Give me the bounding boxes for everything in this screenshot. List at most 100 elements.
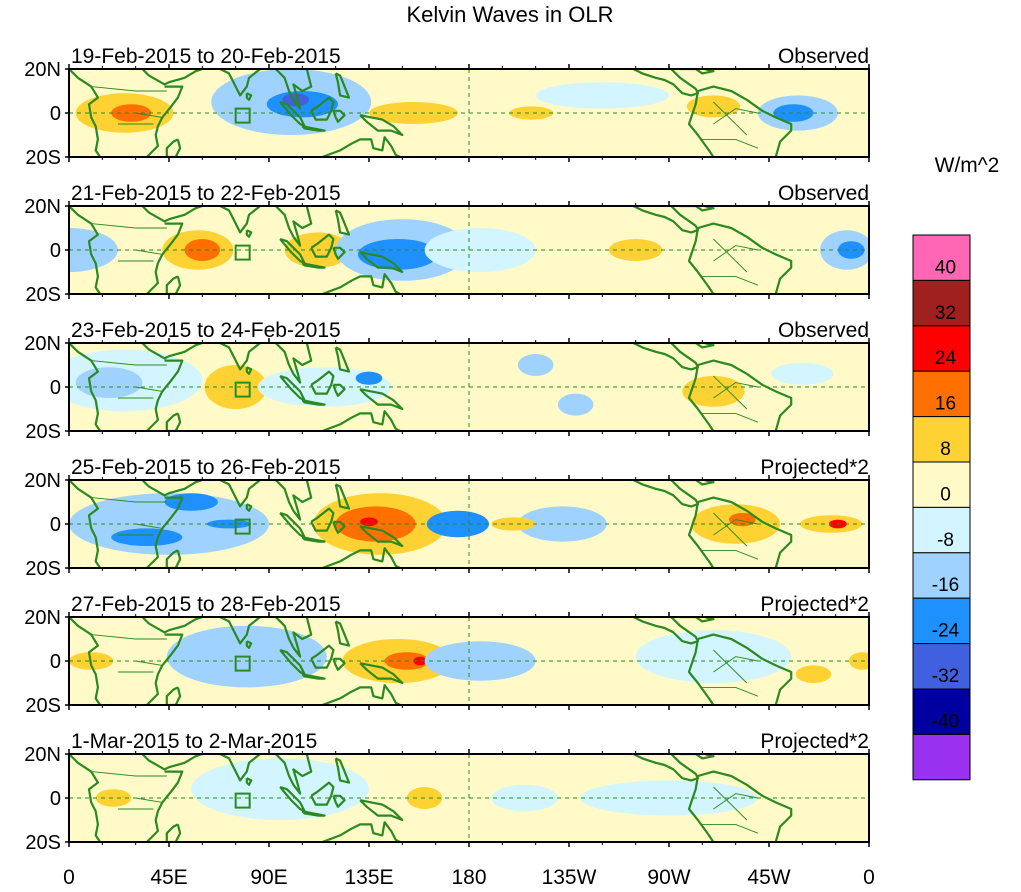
y-tick-label: 20N: [24, 333, 61, 355]
coastline: [141, 206, 203, 223]
coastline: [332, 657, 346, 671]
coastline: [334, 620, 351, 647]
panel-date-range: 25-Feb-2015 to 26-Feb-2015: [71, 456, 341, 479]
coastline: [301, 810, 326, 817]
country-border: [713, 656, 758, 673]
coastline: [321, 410, 401, 431]
x-tick-label: 45W: [747, 866, 790, 887]
coastline: [334, 757, 351, 784]
olr-anomaly-blob: [184, 239, 221, 261]
olr-anomaly-blob: [357, 239, 438, 270]
colorbar-swatch: [912, 416, 971, 463]
coastline: [680, 754, 715, 760]
panels: 20N 0 20S 19-Feb-2015 to 20-Feb-2015 Observe…: [24, 45, 870, 854]
figure-title: Kelvin Waves in OLR: [406, 2, 613, 27]
country-border: [713, 519, 758, 536]
country-border: [713, 238, 748, 273]
coastline: [332, 383, 346, 397]
colorbar-label: 24: [935, 348, 957, 369]
country-border: [135, 660, 163, 666]
olr-anomaly-blob: [282, 93, 309, 107]
coastline: [321, 273, 401, 294]
colorbar: 40 32 24 16 8 0 -8 -16 -24 -32 -40: [912, 234, 971, 781]
coastline: [310, 507, 335, 532]
panel-mode-label: Projected*2: [760, 730, 869, 753]
coastline: [274, 754, 313, 795]
coastline: [321, 684, 401, 705]
coastline: [219, 69, 261, 97]
olr-anomaly-blob: [682, 376, 745, 407]
panel-mode-label: Observed: [778, 182, 869, 205]
y-tick-label: 0: [50, 377, 61, 399]
colorbar-label: 32: [935, 303, 956, 324]
olr-anomaly-blob: [729, 513, 756, 527]
olr-anomaly-blob: [491, 784, 558, 812]
coastline: [697, 770, 793, 842]
reference-box: [234, 244, 251, 261]
coastline: [680, 480, 715, 486]
coastline: [245, 366, 253, 375]
coastline: [632, 617, 699, 645]
coastline: [219, 617, 261, 645]
coastline: [680, 617, 715, 623]
coastline: [165, 275, 182, 294]
olr-anomaly-blob: [517, 354, 554, 376]
panel-3: 20N 0 20S 23-Feb-2015 to 24-Feb-2015 Observe…: [24, 319, 870, 443]
coastline: [141, 480, 203, 497]
y-tick-label: 0: [50, 103, 61, 125]
reference-box: [234, 792, 251, 809]
coastline: [141, 343, 203, 360]
colorbar-label: 0: [940, 484, 951, 505]
y-tick-label: 20S: [25, 147, 61, 169]
colorbar-units: W/m^2: [935, 154, 1000, 177]
olr-anomaly-blob: [635, 630, 792, 683]
coastline: [310, 781, 335, 806]
country-border: [713, 108, 758, 125]
coastline: [245, 92, 253, 101]
olr-anomaly-blob: [95, 789, 132, 807]
coastline: [310, 370, 335, 395]
country-border: [713, 512, 748, 547]
olr-anomaly-blob: [773, 104, 814, 122]
reference-box: [234, 655, 251, 672]
coastline: [69, 754, 102, 842]
panel-4: 20N 0 20S 25-Feb-2015 to 26-Feb-2015 Project…: [24, 456, 870, 580]
coastline: [332, 520, 346, 534]
olr-anomaly-blob: [491, 517, 536, 531]
coastline: [632, 343, 699, 371]
y-tick-label: 0: [50, 514, 61, 536]
olr-anomaly-blob: [426, 510, 489, 538]
coastline: [69, 343, 102, 431]
coastline: [334, 346, 351, 373]
coastline: [219, 754, 261, 782]
colorbar-label: -24: [932, 621, 960, 642]
y-tick-label: 0: [50, 788, 61, 810]
olr-anomaly-blob: [355, 371, 383, 385]
panel-1: 20N 0 20S 19-Feb-2015 to 20-Feb-2015 Observe…: [24, 45, 870, 169]
panel-date-range: 23-Feb-2015 to 24-Feb-2015: [71, 319, 341, 342]
y-tick-label: 0: [50, 651, 61, 673]
coastline: [697, 359, 793, 431]
panel-map-3: [69, 343, 869, 431]
coastline: [680, 206, 715, 212]
y-tick-label: 20N: [24, 59, 61, 81]
y-tick-label: 20N: [24, 607, 61, 629]
colorbar-label: 40: [935, 257, 956, 278]
coastline: [687, 638, 715, 705]
country-border: [91, 771, 167, 777]
coastline: [274, 343, 313, 384]
coastline: [334, 72, 351, 99]
coastline: [69, 206, 102, 294]
country-border: [713, 375, 748, 410]
coastline: [321, 136, 401, 157]
coastline: [301, 399, 326, 406]
country-border: [713, 382, 758, 399]
coastline: [245, 777, 253, 786]
olr-anomaly-blob: [517, 506, 607, 542]
country-border: [713, 101, 748, 136]
coastline: [332, 794, 346, 808]
olr-anomaly-blob: [771, 362, 834, 385]
olr-anomaly-blob: [75, 367, 143, 398]
panel-mode-label: Projected*2: [760, 593, 869, 616]
coastline: [69, 69, 102, 157]
